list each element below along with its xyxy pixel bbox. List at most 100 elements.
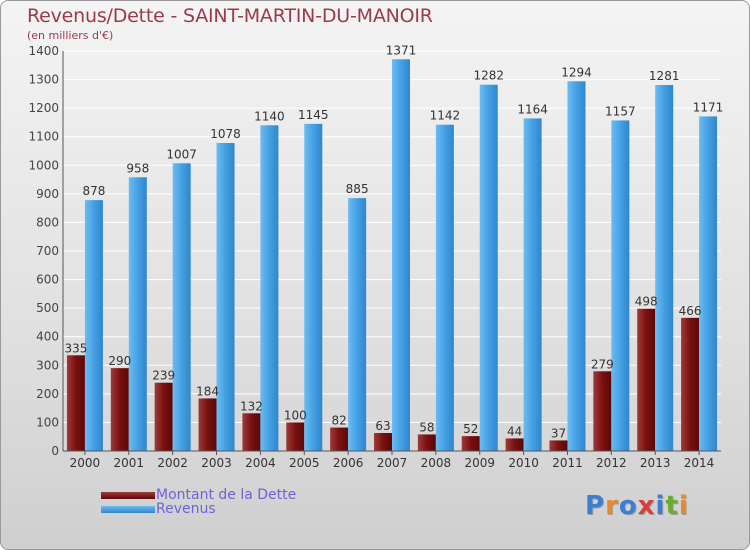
data-label-dette: 44 — [507, 424, 522, 438]
data-label-dette: 37 — [551, 426, 566, 440]
x-tick-label: 2003 — [201, 456, 232, 470]
data-label-revenus: 1142 — [430, 109, 461, 123]
legend-swatch-revenus — [101, 505, 155, 513]
y-tick-label: 0 — [51, 444, 59, 458]
logo-letter: i — [655, 491, 666, 521]
x-tick-label: 2012 — [596, 456, 627, 470]
y-tick-label: 400 — [36, 330, 59, 344]
bar-dette — [681, 317, 700, 451]
bar-revenus — [655, 85, 674, 451]
bar-revenus — [523, 118, 542, 451]
data-label-dette: 239 — [152, 369, 175, 383]
logo-letter: i — [678, 491, 689, 521]
data-label-dette: 52 — [463, 422, 478, 436]
bar-revenus — [611, 120, 630, 451]
x-tick-label: 2004 — [245, 456, 276, 470]
bar-dette — [549, 440, 568, 451]
data-label-revenus: 885 — [346, 182, 369, 196]
x-tick-label: 2014 — [684, 456, 715, 470]
x-tick-label: 2009 — [464, 456, 495, 470]
y-tick-label: 100 — [36, 415, 59, 429]
bar-revenus — [304, 123, 323, 451]
x-tick-label: 2001 — [114, 456, 145, 470]
data-label-revenus: 878 — [82, 184, 105, 198]
x-tick-label: 2000 — [70, 456, 101, 470]
data-label-revenus: 1145 — [298, 108, 329, 122]
legend-label-dette: Montant de la Dette — [156, 487, 297, 503]
data-label-dette: 279 — [591, 357, 614, 371]
bar-dette — [593, 371, 612, 451]
bar-dette — [417, 434, 436, 451]
bar-revenus — [216, 143, 235, 451]
bar-revenus — [128, 177, 147, 452]
bar-revenus — [172, 163, 191, 452]
logo-letter: r — [605, 491, 619, 521]
y-tick-label: 800 — [36, 215, 59, 229]
bar-dette — [66, 355, 85, 451]
legend-swatch-dette — [101, 491, 155, 499]
bar-revenus — [479, 84, 498, 451]
x-tick-label: 2008 — [421, 456, 452, 470]
data-label-dette: 63 — [375, 419, 390, 433]
x-tick-label: 2010 — [508, 456, 539, 470]
data-label-dette: 466 — [679, 304, 702, 318]
data-label-dette: 184 — [196, 384, 219, 398]
bar-dette — [461, 436, 480, 451]
logo-letter: o — [618, 491, 638, 521]
bar-revenus — [435, 124, 454, 451]
legend-label-revenus: Revenus — [156, 501, 216, 517]
x-tick-label: 2013 — [640, 456, 671, 470]
proxiti-logo: Proxiti — [585, 491, 689, 521]
y-tick-label: 600 — [36, 273, 59, 287]
bar-revenus — [567, 81, 586, 452]
x-tick-label: 2007 — [377, 456, 408, 470]
data-label-dette: 290 — [108, 354, 131, 368]
data-label-dette: 58 — [419, 420, 434, 434]
bar-revenus — [392, 59, 410, 452]
bar-dette — [505, 438, 524, 451]
y-tick-label: 1400 — [28, 44, 59, 58]
data-label-dette: 335 — [64, 341, 87, 355]
y-tick-label: 200 — [36, 387, 59, 401]
y-tick-label: 1000 — [28, 158, 59, 172]
data-label-dette: 82 — [331, 414, 346, 428]
data-label-revenus: 1078 — [210, 127, 241, 141]
data-label-revenus: 1281 — [649, 69, 680, 83]
x-tick-label: 2005 — [289, 456, 320, 470]
bar-dette — [374, 433, 392, 451]
bar-dette — [154, 382, 173, 451]
data-label-dette: 498 — [635, 295, 658, 309]
logo-letter: P — [585, 491, 606, 521]
x-tick-label: 2006 — [333, 456, 364, 470]
chart-title: Revenus/Dette - SAINT-MARTIN-DU-MANOIR — [27, 5, 433, 27]
bar-revenus — [348, 198, 367, 451]
data-label-revenus: 1007 — [166, 147, 197, 161]
data-label-revenus: 1164 — [517, 102, 548, 116]
logo-letter: t — [665, 491, 679, 521]
bar-dette — [330, 427, 349, 451]
y-tick-label: 1200 — [28, 101, 59, 115]
data-label-revenus: 1171 — [693, 100, 724, 114]
data-label-revenus: 1371 — [386, 43, 417, 57]
y-tick-label: 500 — [36, 301, 59, 315]
data-label-revenus: 1157 — [605, 104, 636, 118]
data-label-revenus: 958 — [126, 161, 149, 175]
data-label-revenus: 1140 — [254, 109, 285, 123]
chart-subtitle: (en milliers d'€) — [27, 29, 114, 42]
bar-dette — [110, 368, 129, 451]
data-label-dette: 100 — [284, 408, 307, 422]
y-tick-label: 1100 — [28, 130, 59, 144]
y-tick-label: 1300 — [28, 73, 59, 87]
legend-item-dette: Montant de la Dette — [101, 488, 296, 502]
data-label-revenus: 1294 — [561, 65, 592, 79]
bar-revenus — [84, 200, 103, 451]
bar-dette — [242, 413, 261, 451]
bar-revenus — [260, 125, 279, 452]
x-tick-label: 2011 — [552, 456, 583, 470]
y-tick-label: 700 — [36, 244, 59, 258]
x-tick-label: 2002 — [157, 456, 188, 470]
y-tick-label: 300 — [36, 358, 59, 372]
data-label-dette: 132 — [240, 399, 263, 413]
